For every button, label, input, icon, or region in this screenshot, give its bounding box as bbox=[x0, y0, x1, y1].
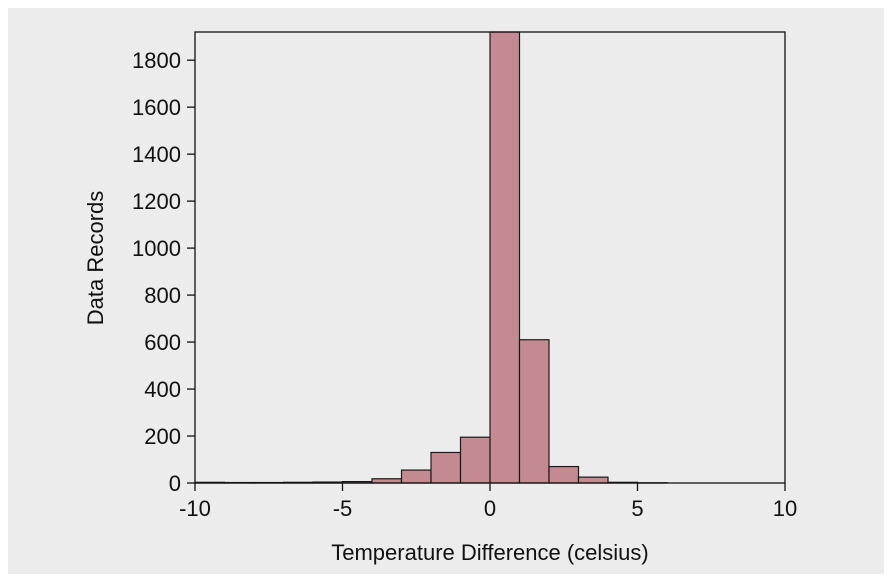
x-tick-label: -10 bbox=[179, 496, 211, 521]
y-tick-label: 1400 bbox=[132, 142, 181, 167]
histogram-bar bbox=[548, 465, 580, 484]
x-tick-label: -5 bbox=[333, 496, 353, 521]
x-axis: -10 -5 0 5 10 bbox=[179, 483, 797, 521]
plot-area bbox=[194, 31, 786, 484]
x-tick-label: 0 bbox=[484, 496, 496, 521]
histogram-bar bbox=[459, 436, 491, 484]
y-tick-label: 1600 bbox=[132, 95, 181, 120]
y-tick-label: 1000 bbox=[132, 236, 181, 261]
x-axis-label: Temperature Difference (celsius) bbox=[331, 540, 649, 565]
y-axis-label: Data Records bbox=[83, 191, 108, 326]
x-tick-label: 5 bbox=[631, 496, 643, 521]
histogram-bar bbox=[577, 476, 609, 484]
histogram-bar bbox=[430, 451, 462, 484]
y-tick-label: 1200 bbox=[132, 189, 181, 214]
y-axis: 0 200 400 600 800 1000 1200 1400 1600 1800 bbox=[132, 48, 195, 496]
histogram-bar bbox=[400, 469, 432, 484]
y-tick-label: 600 bbox=[144, 330, 181, 355]
y-tick-label: 800 bbox=[144, 283, 181, 308]
y-tick-label: 0 bbox=[169, 471, 181, 496]
y-tick-label: 1800 bbox=[132, 48, 181, 73]
x-tick-label: 10 bbox=[773, 496, 797, 521]
histogram-bar bbox=[518, 339, 550, 484]
y-tick-label: 200 bbox=[144, 424, 181, 449]
histogram-bar bbox=[489, 31, 521, 484]
y-tick-label: 400 bbox=[144, 377, 181, 402]
